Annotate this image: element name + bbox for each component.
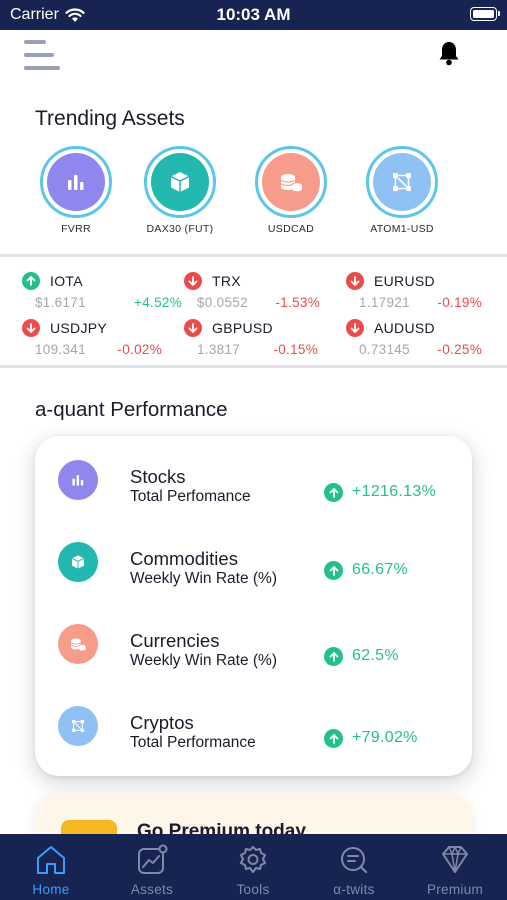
coins-icon xyxy=(262,153,320,211)
ticker-price: 1.17921 xyxy=(359,295,410,310)
trending-assets-list: FVRR DAX30 (FUT) USDCAD ATOM1-USD xyxy=(26,146,466,236)
ticker-price: $0.0552 xyxy=(197,295,248,310)
performance-name: Currencies xyxy=(130,630,220,651)
diamond-icon xyxy=(442,846,468,873)
wifi-icon xyxy=(65,7,85,22)
performance-name: Commodities xyxy=(130,548,238,569)
battery-icon xyxy=(470,7,500,21)
carrier-info: Carrier xyxy=(10,6,85,24)
divider xyxy=(0,254,507,257)
trending-item-dax30[interactable]: DAX30 (FUT) xyxy=(130,146,230,235)
bar-chart-icon xyxy=(58,460,98,500)
ticker-change: -0.25% xyxy=(437,342,482,357)
coins-icon xyxy=(58,624,98,664)
trending-item-fvrr[interactable]: FVRR xyxy=(26,146,126,235)
ticker-name: TRX xyxy=(212,273,241,289)
box-icon xyxy=(151,153,209,211)
ticker-name: USDJPY xyxy=(50,320,108,336)
ticker-name: IOTA xyxy=(50,273,83,289)
chart-icon xyxy=(138,844,168,874)
ticker-price: 109.341 xyxy=(35,342,86,357)
performance-name: Cryptos xyxy=(130,712,194,733)
performance-value: 66.67% xyxy=(352,561,409,578)
ticker-price: 0.73145 xyxy=(359,342,410,357)
trending-item-label: DAX30 (FUT) xyxy=(146,223,214,235)
arrow-down-icon xyxy=(346,272,364,290)
ticker-change: -0.19% xyxy=(437,295,482,310)
performance-value: +79.02% xyxy=(352,729,418,746)
tab-atwits[interactable]: α-twits xyxy=(304,834,404,900)
ticker-name: AUDUSD xyxy=(374,320,435,336)
trending-item-atom1-usd[interactable]: ATOM1-USD xyxy=(352,146,452,235)
ticker-usdjpy[interactable]: USDJPY 109.341 -0.02% xyxy=(22,319,162,363)
ticker-name: GBPUSD xyxy=(212,320,273,336)
arrow-up-icon xyxy=(324,561,343,580)
ticker-change: -0.15% xyxy=(273,342,318,357)
trending-item-label: USDCAD xyxy=(267,223,315,235)
arrow-up-icon xyxy=(22,272,40,290)
performance-name: Stocks xyxy=(130,466,186,487)
tab-assets[interactable]: Assets xyxy=(102,834,202,900)
performance-row-cryptos[interactable]: Cryptos Total Performance +79.02% xyxy=(35,706,472,766)
status-time: 10:03 AM xyxy=(216,5,291,24)
tab-label: Premium xyxy=(426,882,484,897)
tab-label: Assets xyxy=(130,882,174,897)
status-bar: Carrier 10:03 AM xyxy=(0,0,507,30)
bar-chart-icon xyxy=(47,153,105,211)
arrow-down-icon xyxy=(346,319,364,337)
arrow-up-icon xyxy=(324,647,343,666)
tab-tools[interactable]: Tools xyxy=(203,834,303,900)
performance-row-commodities[interactable]: Commodities Weekly Win Rate (%) 66.67% xyxy=(35,542,472,602)
performance-subtitle: Total Perfomance xyxy=(130,488,251,505)
ticker-trx[interactable]: TRX $0.0552 -1.53% xyxy=(184,272,320,316)
crypto-network-icon xyxy=(373,153,431,211)
tab-premium[interactable]: Premium xyxy=(405,834,505,900)
ticker-change: +4.52% xyxy=(134,295,182,310)
ticker-gbpusd[interactable]: GBPUSD 1.3817 -0.15% xyxy=(184,319,318,363)
arrow-up-icon xyxy=(324,483,343,502)
divider xyxy=(0,365,507,368)
tab-label: Tools xyxy=(236,882,270,897)
performance-card: Stocks Total Perfomance +1216.13% Commod… xyxy=(35,436,472,776)
trending-assets-title: Trending Assets xyxy=(35,107,185,130)
bell-icon[interactable] xyxy=(437,40,461,66)
performance-subtitle: Weekly Win Rate (%) xyxy=(130,652,277,669)
performance-title: a-quant Performance xyxy=(35,398,228,421)
performance-value: +1216.13% xyxy=(352,483,437,500)
ticker-change: -1.53% xyxy=(275,295,320,310)
performance-subtitle: Weekly Win Rate (%) xyxy=(130,570,277,587)
arrow-down-icon xyxy=(184,319,202,337)
ticker-price: $1.6171 xyxy=(35,295,86,310)
ticker-price: 1.3817 xyxy=(197,342,241,357)
trending-item-label: FVRR xyxy=(61,223,91,235)
chat-search-icon xyxy=(341,847,368,874)
box-icon xyxy=(58,542,98,582)
arrow-down-icon xyxy=(184,272,202,290)
gear-icon xyxy=(240,846,266,873)
performance-subtitle: Total Performance xyxy=(130,734,256,751)
performance-row-currencies[interactable]: Currencies Weekly Win Rate (%) 62.5% xyxy=(35,624,472,684)
carrier-label: Carrier xyxy=(10,6,59,23)
performance-row-stocks[interactable]: Stocks Total Perfomance +1216.13% xyxy=(35,460,472,520)
trending-item-usdcad[interactable]: USDCAD xyxy=(241,146,341,235)
ticker-name: EURUSD xyxy=(374,273,435,289)
performance-value: 62.5% xyxy=(352,647,399,664)
arrow-up-icon xyxy=(324,729,343,748)
tab-label: α-twits xyxy=(333,882,375,897)
tab-label: Home xyxy=(32,882,70,897)
ticker-change: -0.02% xyxy=(117,342,162,357)
ticker-iota[interactable]: IOTA $1.6171 +4.52% xyxy=(22,272,182,316)
tab-home[interactable]: Home xyxy=(1,834,101,900)
trending-item-label: ATOM1-USD xyxy=(370,223,434,235)
home-icon xyxy=(37,846,65,874)
ticker-eurusd[interactable]: EURUSD 1.17921 -0.19% xyxy=(346,272,482,316)
hamburger-menu-icon[interactable] xyxy=(24,40,60,70)
bottom-tab-bar: Home Assets Tools α-twits Premium xyxy=(0,834,507,900)
ticker-audusd[interactable]: AUDUSD 0.73145 -0.25% xyxy=(346,319,482,363)
crypto-network-icon xyxy=(58,706,98,746)
arrow-down-icon xyxy=(22,319,40,337)
